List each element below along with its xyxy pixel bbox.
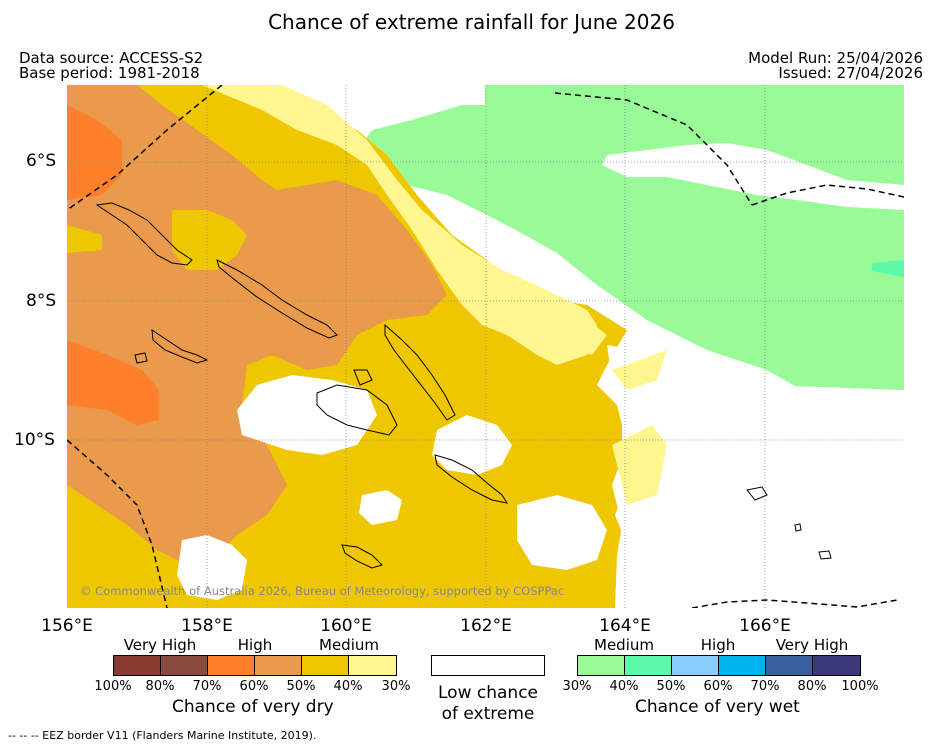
wet-swatch-6: [812, 655, 861, 676]
lat-label-8s: 8°S: [26, 291, 57, 311]
dry-category-medium: Medium: [319, 636, 379, 654]
dry-tick: 100%: [94, 679, 132, 694]
dry-tick: 40%: [333, 679, 363, 694]
dry-swatch-3: [207, 655, 255, 676]
low-chance-gap: [602, 143, 904, 210]
dry-high-region: [67, 85, 447, 565]
wet-category-high: High: [700, 636, 736, 654]
dry-tick: 60%: [239, 679, 269, 694]
island-small-2: [794, 523, 802, 532]
low-chance-patch-5: [359, 490, 402, 525]
dry-high-core-west: [67, 105, 122, 200]
dry-tick: 50%: [286, 679, 316, 694]
wet-tick: 50%: [656, 679, 686, 694]
wet-category-very-high: Very High: [775, 636, 849, 654]
lon-label-164e: 164°E: [599, 616, 651, 636]
issued-text: Issued: 27/04/2026: [778, 64, 923, 82]
island-guadalcanal: [316, 384, 398, 436]
wet-high-region: [872, 260, 904, 277]
island-new-georgia: [151, 328, 209, 364]
dry-tick: 80%: [145, 679, 175, 694]
map-canvas: [67, 85, 904, 608]
island-makira: [434, 454, 509, 504]
wet-swatch-4: [718, 655, 766, 676]
dry-low-fragment: [612, 350, 667, 390]
lon-label-162e: 162°E: [460, 616, 512, 636]
map-copyright: © Commonwealth of Australia 2026, Bureau…: [80, 584, 565, 598]
chart-title: Chance of extreme rainfall for June 2026: [268, 10, 675, 34]
low-chance-patch-4: [517, 495, 607, 570]
graticule: [67, 85, 904, 608]
low-chance-east: [607, 345, 904, 608]
wet-tick: 100%: [841, 679, 879, 694]
dry-high-core-south: [67, 340, 159, 425]
rainfall-map: © Commonwealth of Australia 2026, Bureau…: [67, 85, 904, 608]
island-malaita: [353, 369, 373, 386]
eez-borders: [67, 85, 904, 608]
wet-swatch-3: [671, 655, 719, 676]
lon-label-166e: 166°E: [739, 616, 791, 636]
dry-medium-patch: [172, 210, 247, 270]
wet-tick: 30%: [562, 679, 592, 694]
base-period-text: Base period: 1981-2018: [19, 64, 200, 82]
wet-swatch-5: [765, 655, 813, 676]
low-chance-caption-line1: Low chance: [438, 683, 538, 703]
island-small-3: [818, 550, 832, 560]
dry-swatch-4: [254, 655, 302, 676]
wet-tick: 70%: [750, 679, 780, 694]
low-chance-caption-line2: of extreme: [441, 704, 535, 724]
lat-label-10s: 10°S: [14, 430, 55, 450]
island-small-1: [746, 486, 768, 501]
wet-tick: 60%: [703, 679, 733, 694]
lon-label-160e: 160°E: [320, 616, 372, 636]
dry-swatch-5: [301, 655, 349, 676]
dry-caption: Chance of very dry: [172, 697, 334, 717]
dry-category-very-high: Very High: [123, 636, 197, 654]
island-santa-isabel: [384, 323, 456, 421]
lon-label-158e: 158°E: [181, 616, 233, 636]
island-small-4: [134, 352, 148, 364]
dry-low-east-strip: [612, 425, 667, 505]
low-chance-swatch: [431, 655, 545, 676]
wet-tick: 40%: [609, 679, 639, 694]
island-choiseul: [216, 259, 338, 339]
dry-swatch-6: [348, 655, 397, 676]
wet-swatch-2: [624, 655, 672, 676]
lat-label-6s: 6°S: [26, 151, 57, 171]
dry-medium-patch-2: [67, 225, 102, 253]
data-source-text: Data source: ACCESS-S2: [19, 49, 204, 67]
wet-category-medium: Medium: [594, 636, 654, 654]
dry-low-band-east: [567, 310, 607, 355]
dry-category-high: High: [237, 636, 273, 654]
low-chance-patch-1: [237, 375, 377, 455]
island-rennell: [341, 544, 383, 569]
lon-label-156e: 156°E: [41, 616, 93, 636]
wet-tick: 80%: [797, 679, 827, 694]
dry-low-band: [202, 85, 597, 365]
dry-swatch-2: [160, 655, 208, 676]
model-run-text: Model Run: 25/04/2026: [748, 49, 923, 67]
island-bougainville: [95, 202, 193, 266]
dry-tick: 30%: [381, 679, 411, 694]
dry-tick: 70%: [192, 679, 222, 694]
coastlines: [95, 202, 832, 569]
low-chance-patch-3: [177, 535, 247, 600]
wet-swatch-1: [577, 655, 625, 676]
dry-swatch-1: [113, 655, 161, 676]
eez-footnote: -- -- -- EEZ border V11 (Flanders Marine…: [8, 729, 317, 742]
wet-caption: Chance of very wet: [635, 697, 800, 717]
